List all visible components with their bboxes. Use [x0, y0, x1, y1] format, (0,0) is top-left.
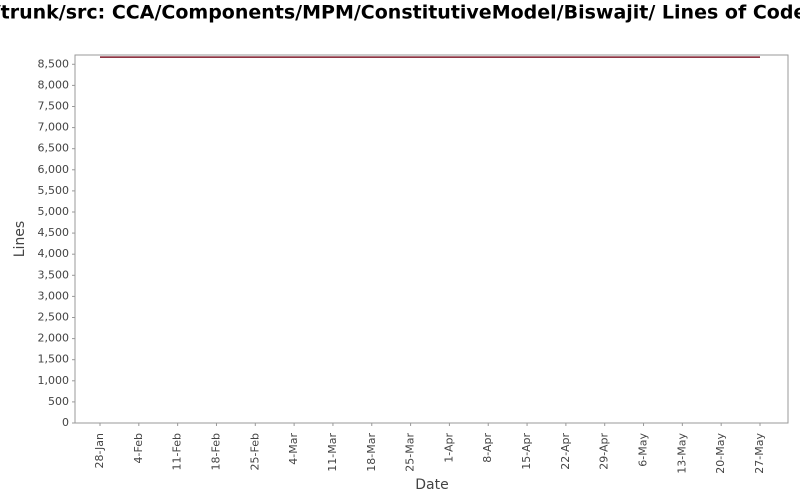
y-tick-label: 8,000 [38, 78, 70, 91]
x-tick-label: 11-Feb [171, 433, 184, 470]
y-tick-label: 6,000 [38, 163, 70, 176]
x-tick-label: 20-May [714, 433, 727, 474]
x-tick-label: 11-Mar [326, 433, 339, 472]
x-tick-label: 25-Mar [404, 433, 417, 472]
plot-area [74, 54, 789, 424]
x-axis-label: Date [415, 477, 448, 493]
y-tick-label: 2,500 [38, 310, 70, 323]
y-tick-label: 2,000 [38, 332, 70, 345]
x-tick-label: 28-Jan [93, 433, 106, 469]
x-tick-label: 25-Feb [248, 433, 261, 470]
y-tick-label: 4,000 [38, 247, 70, 260]
x-tick-label: 4-Feb [132, 433, 145, 463]
x-tick-label: 1-Apr [442, 433, 455, 463]
y-tick-label: 6,500 [38, 142, 70, 155]
y-tick-label: 4,500 [38, 226, 70, 239]
y-tick-label: 7,500 [38, 99, 70, 112]
y-tick-label: 500 [48, 395, 69, 408]
x-tick-label: 15-Apr [520, 433, 533, 470]
x-tick-label: 6-May [637, 433, 650, 467]
x-tick-label: 18-Feb [209, 433, 222, 470]
y-tick-label: 7,000 [38, 121, 70, 134]
y-tick-label: 5,500 [38, 184, 70, 197]
x-tick-label: 4-Mar [287, 433, 300, 465]
chart-title: /trunk/src: CCA/Components/MPM/Constitut… [0, 2, 800, 24]
x-tick-label: 22-Apr [559, 433, 572, 470]
y-axis-label: Lines [12, 221, 28, 257]
x-tick-label: 27-May [753, 433, 766, 474]
y-tick-label: 1,500 [38, 353, 70, 366]
x-tick-label: 29-Apr [598, 433, 611, 470]
x-tick-label: 8-Apr [481, 433, 494, 463]
y-tick-label: 8,500 [38, 57, 70, 70]
y-tick-label: 1,000 [38, 374, 70, 387]
y-tick-label: 0 [62, 416, 69, 429]
x-tick-label: 13-May [675, 433, 688, 474]
x-tick-label: 18-Mar [365, 433, 378, 472]
y-tick-label: 3,500 [38, 268, 70, 281]
y-tick-label: 5,000 [38, 205, 70, 218]
y-tick-label: 3,000 [38, 289, 70, 302]
